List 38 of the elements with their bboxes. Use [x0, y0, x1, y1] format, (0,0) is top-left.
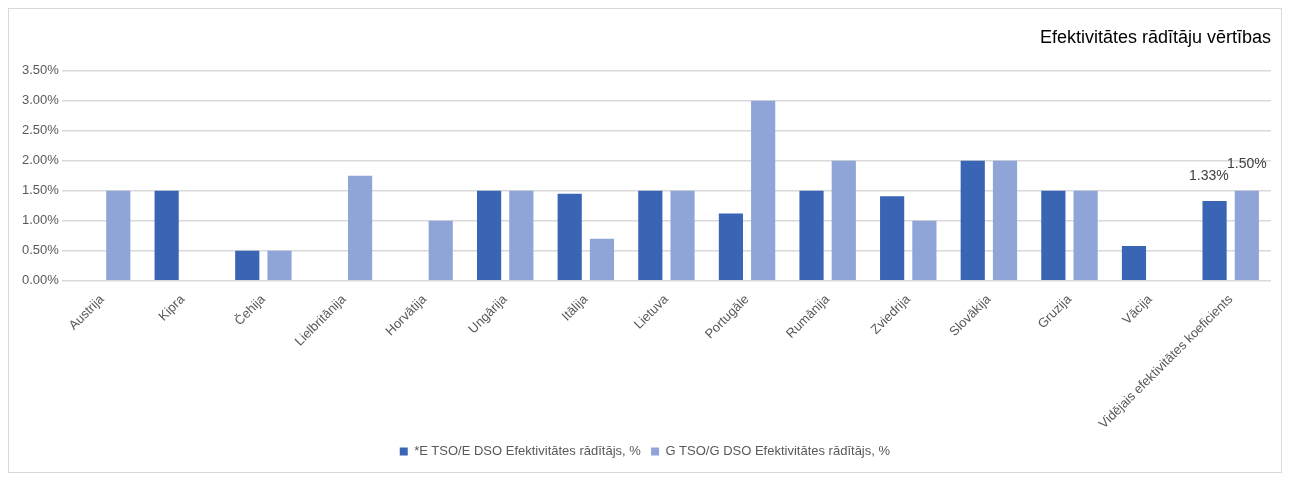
bar [992, 160, 1018, 281]
bar [348, 175, 373, 281]
bar [557, 193, 582, 281]
chart-title: Efektivitātes rādītāju vērtības [1039, 26, 1271, 47]
y-tick-label: 2.00% [21, 152, 60, 168]
bar [1121, 246, 1147, 281]
bar [960, 160, 985, 281]
y-tick-label: 0.00% [21, 272, 60, 288]
legend-label: *E TSO/E DSO Efektivitātes rādītājs, % [414, 443, 642, 459]
bar [638, 190, 663, 281]
bar [799, 190, 824, 281]
y-tick-label: 2.50% [21, 122, 60, 138]
y-tick-label: 3.00% [21, 92, 60, 108]
y-tick-label: 1.00% [21, 212, 60, 228]
data-label: 1.33% [1188, 166, 1229, 183]
bar [1202, 200, 1227, 281]
bar [267, 250, 292, 281]
y-tick-label: 1.50% [21, 182, 60, 198]
bar [751, 100, 776, 281]
bar [154, 190, 179, 281]
bar [235, 250, 260, 281]
data-label: 1.50% [1226, 154, 1267, 171]
y-tick-label: 0.50% [21, 242, 60, 258]
legend-label: G TSO/G DSO Efektivitātes rādītājs, % [665, 443, 891, 459]
bar [831, 160, 856, 281]
bar [880, 196, 905, 281]
bar [589, 238, 615, 281]
bar [912, 220, 937, 281]
bar [428, 220, 453, 281]
bar [718, 213, 744, 281]
bar [1234, 190, 1259, 281]
bar [509, 190, 534, 281]
bar [477, 190, 502, 281]
bar [1041, 190, 1066, 281]
bar [106, 190, 131, 281]
bar [670, 190, 695, 281]
bar [1073, 190, 1098, 281]
y-tick-label: 3.50% [21, 62, 60, 78]
